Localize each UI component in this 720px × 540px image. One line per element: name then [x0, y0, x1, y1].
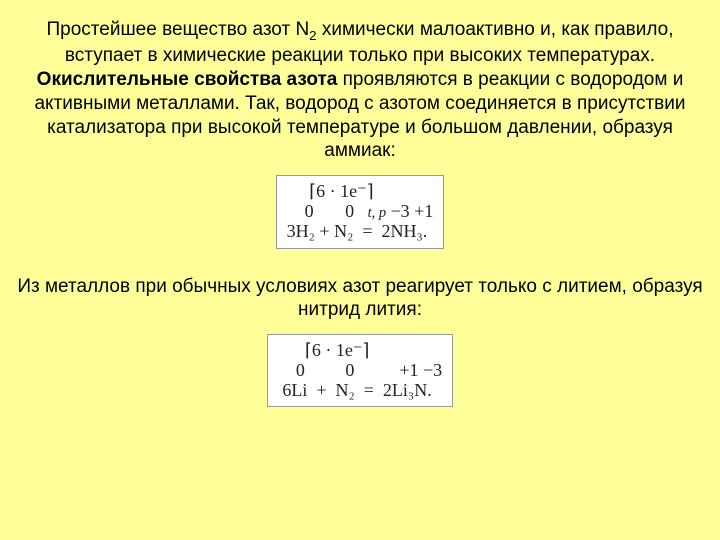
para1-pre: Простейшее вещество азот N [46, 19, 309, 40]
eq1-l2-left: 0 0 [287, 201, 368, 221]
equation-1: ⌈6 · 1e⁻⌉ 0 0 t, p −3 +1 3H₂ + N₂ = 2NH₃… [276, 175, 445, 248]
eq2-line2: 0 0 +1 −3 [278, 361, 442, 381]
eq1-line3: 3H₂ + N₂ = 2NH₃. [287, 222, 434, 242]
eq1-l3-left: 3H₂ + N₂ [287, 221, 363, 241]
para1-sub: 2 [309, 28, 316, 43]
eq1-l2-right: −3 +1 [386, 201, 433, 221]
eq2-line1: ⌈6 · 1e⁻⌉ [278, 341, 442, 361]
para3-text: Из металлов при обычных условиях азот ре… [17, 276, 702, 321]
eq1-l3-eq: = [362, 221, 372, 241]
eq1-line2: 0 0 t, p −3 +1 [287, 202, 434, 222]
eq1-l2-cond: t, p [368, 205, 386, 221]
eq2-line3: 6Li + N₂ = 2Li₃N. [278, 381, 442, 401]
eq1-l3-right: 2NH₃. [373, 221, 428, 241]
paragraph-1: Простейшее вещество азот N2 химически ма… [12, 18, 708, 68]
spacer-1 [12, 261, 708, 275]
equation-1-wrapper: ⌈6 · 1e⁻⌉ 0 0 t, p −3 +1 3H₂ + N₂ = 2NH₃… [12, 163, 708, 260]
para2-bold: Окислительные свойства азота [37, 69, 338, 90]
paragraph-2: Окислительные свойства азота проявляются… [12, 68, 708, 163]
equation-2: ⌈6 · 1e⁻⌉ 0 0 +1 −3 6Li + N₂ = 2Li₃N. [267, 334, 453, 407]
equation-2-wrapper: ⌈6 · 1e⁻⌉ 0 0 +1 −3 6Li + N₂ = 2Li₃N. [12, 322, 708, 419]
eq1-line1: ⌈6 · 1e⁻⌉ [287, 182, 434, 202]
paragraph-3: Из металлов при обычных условиях азот ре… [12, 275, 708, 323]
